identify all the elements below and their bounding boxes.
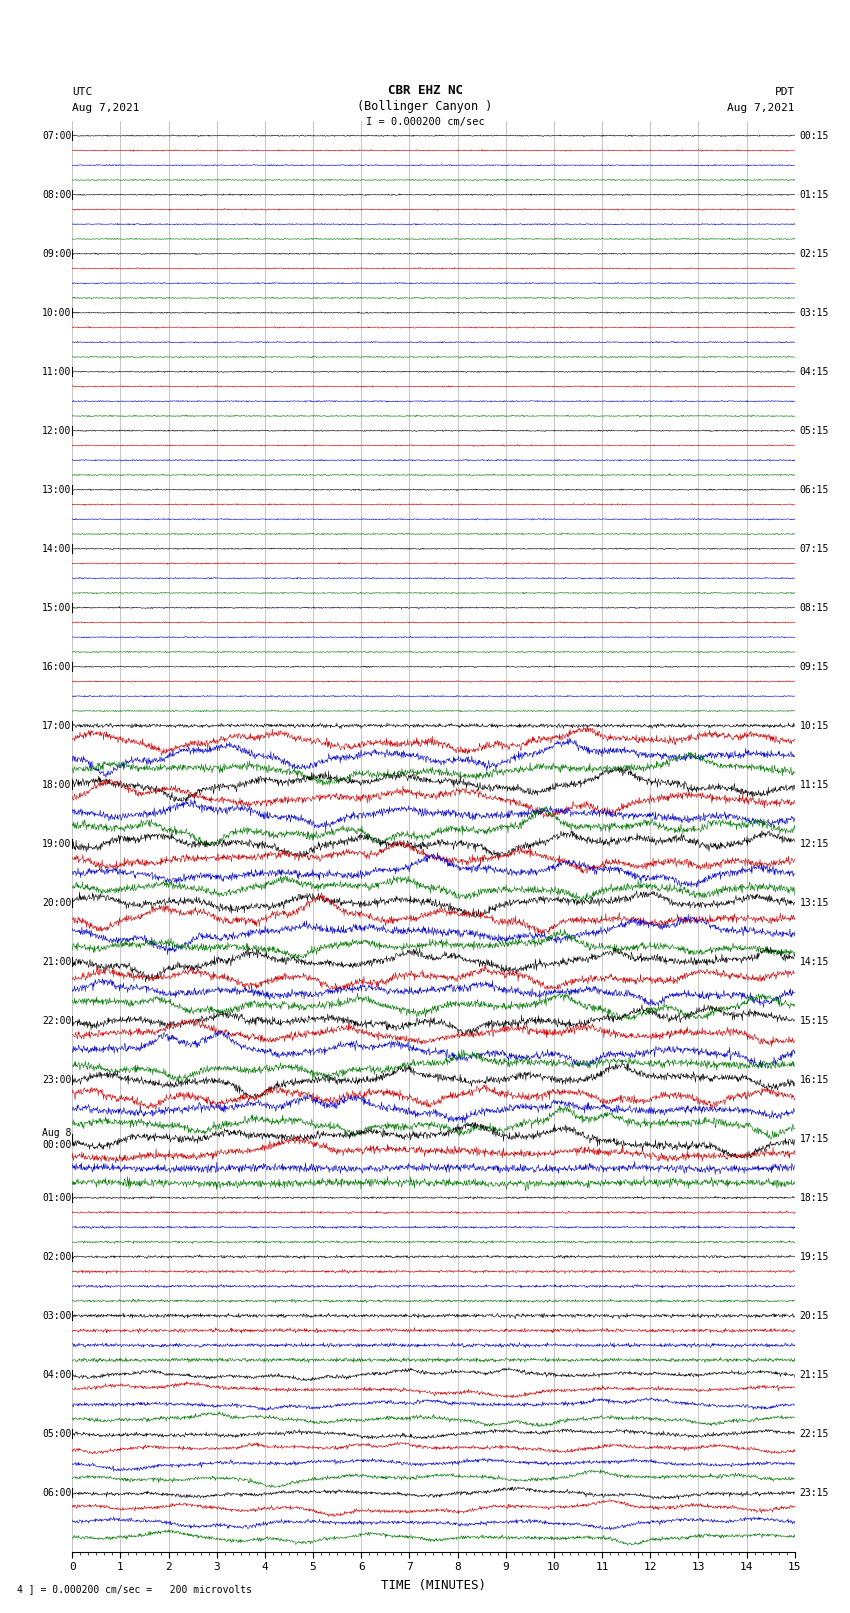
Text: 10:15: 10:15 xyxy=(800,721,829,731)
Text: 18:15: 18:15 xyxy=(800,1192,829,1203)
Text: 22:15: 22:15 xyxy=(800,1429,829,1439)
Text: 06:00: 06:00 xyxy=(42,1487,71,1498)
Text: 01:15: 01:15 xyxy=(800,190,829,200)
Text: 11:15: 11:15 xyxy=(800,779,829,790)
Text: 10:00: 10:00 xyxy=(42,308,71,318)
Text: 03:15: 03:15 xyxy=(800,308,829,318)
Text: 11:00: 11:00 xyxy=(42,366,71,377)
Text: 04:15: 04:15 xyxy=(800,366,829,377)
Text: 04:00: 04:00 xyxy=(42,1369,71,1379)
Text: 02:00: 02:00 xyxy=(42,1252,71,1261)
Text: 09:15: 09:15 xyxy=(800,661,829,671)
Text: 13:00: 13:00 xyxy=(42,486,71,495)
Text: 23:15: 23:15 xyxy=(800,1487,829,1498)
Text: 22:00: 22:00 xyxy=(42,1016,71,1026)
Text: 00:15: 00:15 xyxy=(800,131,829,140)
Text: CBR EHZ NC: CBR EHZ NC xyxy=(388,84,462,97)
Text: UTC: UTC xyxy=(72,87,93,97)
Text: 08:00: 08:00 xyxy=(42,190,71,200)
Text: 20:00: 20:00 xyxy=(42,898,71,908)
Text: 16:15: 16:15 xyxy=(800,1074,829,1084)
Text: 15:00: 15:00 xyxy=(42,603,71,613)
Text: 14:15: 14:15 xyxy=(800,957,829,966)
Text: 19:15: 19:15 xyxy=(800,1252,829,1261)
Text: 20:15: 20:15 xyxy=(800,1311,829,1321)
X-axis label: TIME (MINUTES): TIME (MINUTES) xyxy=(381,1579,486,1592)
Text: 09:00: 09:00 xyxy=(42,248,71,258)
Text: 16:00: 16:00 xyxy=(42,661,71,671)
Text: Aug 8
00:00: Aug 8 00:00 xyxy=(42,1127,71,1150)
Text: Aug 7,2021: Aug 7,2021 xyxy=(72,103,139,113)
Text: (Bollinger Canyon ): (Bollinger Canyon ) xyxy=(357,100,493,113)
Text: 07:00: 07:00 xyxy=(42,131,71,140)
Text: 12:00: 12:00 xyxy=(42,426,71,436)
Text: 05:00: 05:00 xyxy=(42,1429,71,1439)
Text: Aug 7,2021: Aug 7,2021 xyxy=(728,103,795,113)
Text: 06:15: 06:15 xyxy=(800,486,829,495)
Text: PDT: PDT xyxy=(774,87,795,97)
Text: I = 0.000200 cm/sec: I = 0.000200 cm/sec xyxy=(366,118,484,127)
Text: 14:00: 14:00 xyxy=(42,544,71,553)
Text: 18:00: 18:00 xyxy=(42,779,71,790)
Text: 23:00: 23:00 xyxy=(42,1074,71,1084)
Text: 01:00: 01:00 xyxy=(42,1192,71,1203)
Text: 15:15: 15:15 xyxy=(800,1016,829,1026)
Text: 02:15: 02:15 xyxy=(800,248,829,258)
Text: 19:00: 19:00 xyxy=(42,839,71,848)
Text: 03:00: 03:00 xyxy=(42,1311,71,1321)
Text: 13:15: 13:15 xyxy=(800,898,829,908)
Text: 17:00: 17:00 xyxy=(42,721,71,731)
Text: 21:00: 21:00 xyxy=(42,957,71,966)
Text: 21:15: 21:15 xyxy=(800,1369,829,1379)
Text: 4 ] = 0.000200 cm/sec =   200 microvolts: 4 ] = 0.000200 cm/sec = 200 microvolts xyxy=(17,1584,252,1594)
Text: 12:15: 12:15 xyxy=(800,839,829,848)
Text: 05:15: 05:15 xyxy=(800,426,829,436)
Text: 07:15: 07:15 xyxy=(800,544,829,553)
Text: 17:15: 17:15 xyxy=(800,1134,829,1144)
Text: 08:15: 08:15 xyxy=(800,603,829,613)
